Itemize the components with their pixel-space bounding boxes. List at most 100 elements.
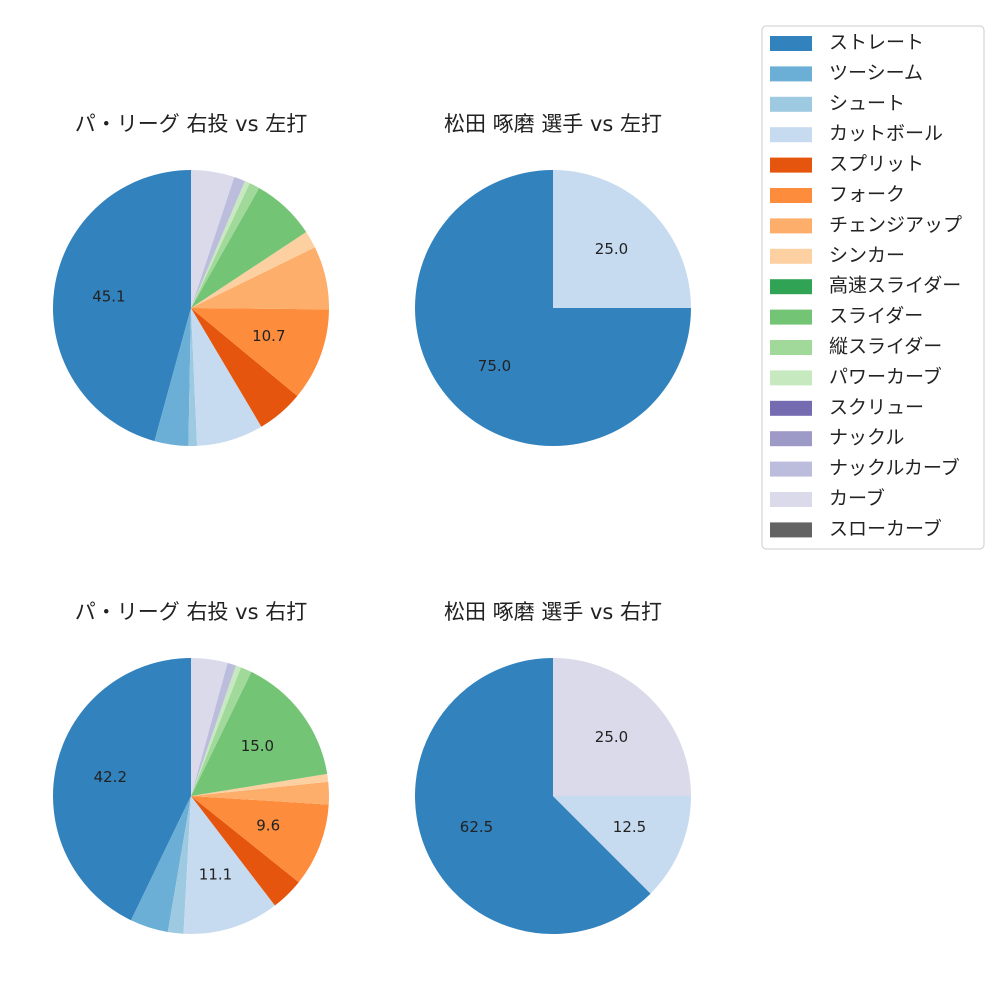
legend-swatch (770, 461, 812, 477)
legend-swatch (770, 36, 812, 51)
legend-label: パワーカーブ (829, 365, 942, 388)
legend-label: ツーシーム (829, 62, 923, 84)
pie-slice-label: 10.7 (252, 327, 285, 345)
pie-slice-シュート (188, 308, 198, 446)
legend-swatch (770, 96, 812, 112)
legend-label: ナックル (829, 427, 904, 449)
legend-swatch (770, 157, 812, 173)
legend-label: 縦スライダー (829, 336, 942, 358)
legend-swatch (770, 370, 812, 386)
legend: ストレートツーシームシュートカットボールスプリットフォークチェンジアップシンカー… (761, 25, 985, 550)
pie-slice-カットボール (553, 796, 691, 894)
legend-item-パワーカーブ: パワーカーブ (770, 365, 942, 388)
pie-slice-パワーカーブ (191, 665, 241, 796)
pie-slice-label: 11.1 (199, 866, 232, 884)
legend-label: スクリュー (829, 396, 924, 418)
legend-item-ナックルカーブ: ナックルカーブ (770, 456, 960, 479)
legend-item-スクリュー: スクリュー (770, 396, 924, 418)
pie-slice-label: 25.0 (595, 728, 628, 746)
legend-label: カーブ (829, 487, 885, 510)
pie-slice-label: 45.1 (92, 288, 125, 306)
pie-slice-ストレート (414, 658, 651, 934)
legend-item-カットボール: カットボール (770, 123, 943, 145)
pie-slice-パワーカーブ (191, 180, 250, 308)
pie-slice-スプリット (191, 308, 298, 427)
pie-slice-ツーシーム (154, 308, 191, 446)
legend-label: カットボール (829, 123, 943, 145)
pie-chart-3: パ・リーグ 右投 vs 右打 42.2 11.1 9.6 15.0 (52, 600, 329, 935)
legend-swatch (770, 400, 812, 416)
pie-title: パ・リーグ 右投 vs 左打 (75, 112, 307, 136)
legend-swatch (770, 431, 812, 447)
legend-label: フォーク (829, 184, 905, 206)
legend-label: スプリット (829, 153, 924, 175)
legend-swatch (770, 522, 812, 538)
pie-slice-カットボール (553, 170, 691, 308)
pie-slice-チェンジアップ (191, 781, 329, 805)
pie-slice-label: 9.6 (256, 816, 280, 834)
legend-item-スプリット: スプリット (770, 153, 924, 175)
legend-item-フォーク: フォーク (770, 184, 905, 206)
pie-chart-4: 松田 啄磨 選手 vs 右打 62.5 12.5 25.0 (414, 600, 691, 934)
pie-chart-2: 松田 啄磨 選手 vs 左打 75.0 25.0 (415, 112, 691, 446)
legend-swatch (770, 127, 812, 143)
legend-item-ストレート: ストレート (770, 32, 924, 54)
legend-swatch (770, 188, 812, 203)
pie-slice-スプリット (191, 796, 299, 906)
pie-slice-カットボール (191, 308, 262, 446)
pie-slice-スライダー (191, 187, 307, 308)
pie-slice-フォーク (191, 796, 329, 883)
legend-frame (761, 25, 985, 550)
legend-label: シンカー (829, 244, 905, 266)
pie-slice-ナックルカーブ (191, 176, 245, 308)
pie-slice-ナックルカーブ (191, 662, 236, 796)
pie-slice-フォーク (191, 308, 329, 396)
pie-slice-シンカー (191, 232, 315, 308)
pie-chart-1: パ・リーグ 右投 vs 左打 45.1 10.7 (52, 112, 329, 446)
pie-slice-label: 12.5 (613, 818, 646, 836)
legend-item-高速スライダー: 高速スライダー (770, 275, 961, 297)
legend-swatch (770, 340, 812, 355)
pie-slice-ストレート (52, 658, 192, 921)
legend-item-スライダー: スライダー (770, 305, 923, 327)
pie-title: 松田 啄磨 選手 vs 右打 (444, 600, 662, 624)
legend-label: 高速スライダー (829, 275, 961, 297)
legend-item-シュート: シュート (770, 92, 905, 114)
pie-slice-label: 42.2 (94, 768, 127, 786)
pie-title: 松田 啄磨 選手 vs 左打 (444, 112, 662, 136)
pie-slice-シンカー (191, 773, 329, 796)
legend-swatch (770, 309, 812, 325)
legend-swatch (770, 279, 812, 295)
pie-slice-label: 62.5 (460, 818, 493, 836)
pie-slice-縦スライダー (191, 183, 260, 308)
legend-label: シュート (829, 92, 905, 114)
pie-slice-縦スライダー (191, 667, 252, 796)
legend-swatch (770, 218, 812, 234)
legend-item-ナックル: ナックル (770, 427, 904, 449)
pie-slice-カットボール (183, 796, 275, 935)
legend-swatch (770, 66, 812, 82)
legend-item-ツーシーム: ツーシーム (770, 62, 923, 84)
pie-title: パ・リーグ 右投 vs 右打 (75, 600, 307, 624)
legend-swatch (770, 492, 812, 507)
legend-items: ストレートツーシームシュートカットボールスプリットフォークチェンジアップシンカー… (770, 32, 962, 540)
legend-item-縦スライダー: 縦スライダー (770, 336, 942, 358)
pie-slice-スライダー (191, 671, 328, 796)
legend-label: ストレート (829, 32, 924, 54)
pie-slice-ツーシーム (131, 796, 191, 933)
legend-item-スローカーブ: スローカーブ (770, 517, 942, 540)
pie-slice-チェンジアップ (191, 247, 329, 310)
pie-charts: パ・リーグ 右投 vs 左打 45.1 10.7 松田 啄磨 選手 vs 左打 75.0… (52, 112, 691, 935)
legend-label: スライダー (829, 305, 923, 327)
legend-item-カーブ: カーブ (770, 487, 885, 510)
legend-item-チェンジアップ: チェンジアップ (770, 214, 962, 236)
legend-swatch (770, 248, 812, 264)
pie-slice-シュート (167, 796, 191, 934)
legend-label: スローカーブ (829, 517, 942, 540)
legend-label: ナックルカーブ (829, 456, 960, 479)
pie-slice-カーブ (191, 170, 235, 308)
legend-item-シンカー: シンカー (770, 244, 905, 266)
legend-label: チェンジアップ (829, 214, 962, 236)
pie-slice-label: 25.0 (595, 240, 628, 258)
